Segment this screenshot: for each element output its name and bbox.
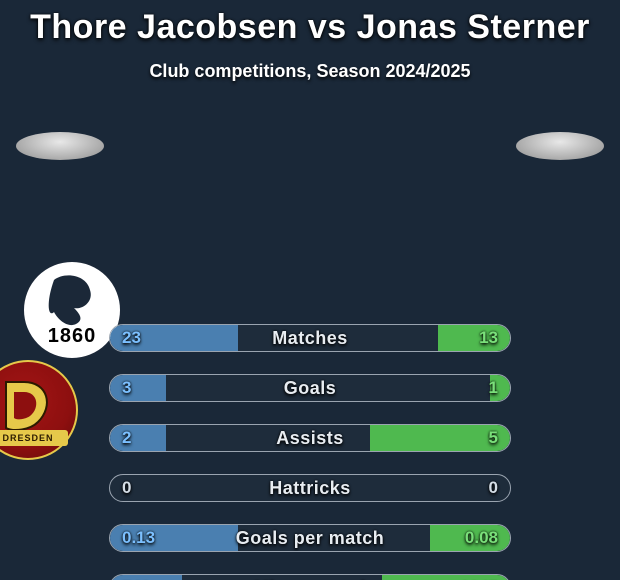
stats-table: 2313Matches 31Goals 25Assists 00Hattricks 0.… — [0, 324, 620, 580]
stat-label: Min per goal — [110, 575, 510, 580]
right-team-crest: DRESDEN — [0, 360, 78, 460]
left-crest-year: 1860 — [24, 325, 120, 348]
stat-label: Assists — [110, 425, 510, 451]
left-player-ellipse — [16, 132, 104, 160]
stat-row: 00Hattricks — [109, 474, 511, 502]
stat-row: 31Goals — [109, 374, 511, 402]
stat-row: 0.130.08Goals per match — [109, 524, 511, 552]
page-subtitle: Club competitions, Season 2024/2025 — [0, 61, 620, 82]
right-player-ellipse — [516, 132, 604, 160]
left-team-crest: 1860 — [22, 260, 122, 360]
stat-label: Matches — [110, 325, 510, 351]
right-crest-ribbon: DRESDEN — [0, 430, 68, 446]
page-title: Thore Jacobsen vs Jonas Sterner — [0, 8, 620, 47]
comparison-infographic: Thore Jacobsen vs Jonas Sterner Club com… — [0, 8, 620, 580]
stat-label: Goals per match — [110, 525, 510, 551]
stat-row: 2313Matches — [109, 324, 511, 352]
stat-label: Goals — [110, 375, 510, 401]
stat-row: 25Assists — [109, 424, 511, 452]
stat-label: Hattricks — [110, 475, 510, 501]
stat-row: 7461345Min per goal — [109, 574, 511, 580]
